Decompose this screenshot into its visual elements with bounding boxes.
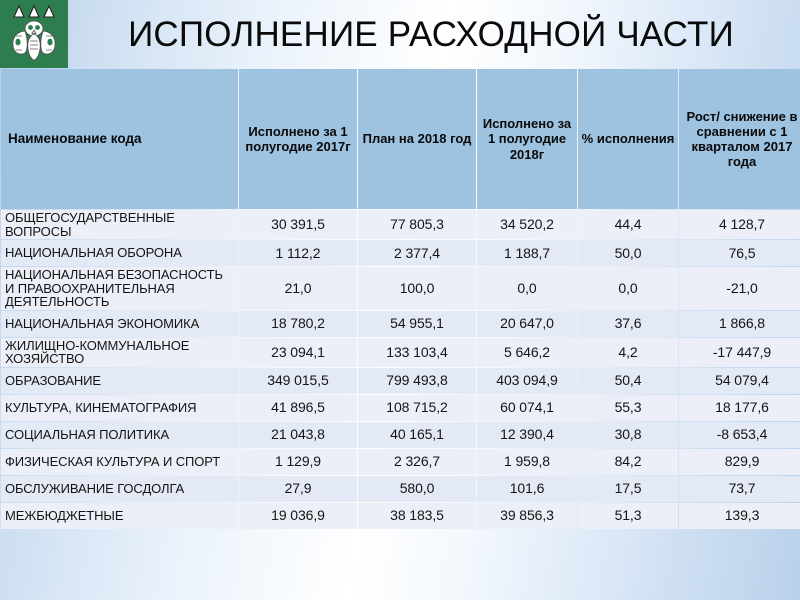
cell-exec-2018: 0,0 xyxy=(477,267,577,310)
cell-exec-2018: 5 646,2 xyxy=(477,337,577,367)
cell-code-name: НАЦИОНАЛЬНАЯ ЭКОНОМИКА xyxy=(1,310,238,337)
table-row: НАЦИОНАЛЬНАЯ ОБОРОНА 1 112,2 2 377,4 1 188,… xyxy=(1,240,800,267)
cell-change: 829,9 xyxy=(679,448,800,475)
page-title: ИСПОЛНЕНИЕ РАСХОДНОЙ ЧАСТИ xyxy=(128,14,734,54)
cell-percent: 50,4 xyxy=(578,367,678,394)
cell-code-name: ФИЗИЧЕСКАЯ КУЛЬТУРА И СПОРТ xyxy=(1,448,238,475)
cell-plan-2018: 77 805,3 xyxy=(358,210,476,240)
cell-plan-2018: 54 955,1 xyxy=(358,310,476,337)
cell-percent: 44,4 xyxy=(578,210,678,240)
cell-exec-2018: 12 390,4 xyxy=(477,421,577,448)
cell-code-name: МЕЖБЮДЖЕТНЫЕ xyxy=(1,502,238,529)
cell-change: 4 128,7 xyxy=(679,210,800,240)
cell-exec-2018: 39 856,3 xyxy=(477,502,577,529)
cell-exec-2017: 349 015,5 xyxy=(239,367,357,394)
cell-percent: 17,5 xyxy=(578,475,678,502)
table-header: Наименование кода Исполнено за 1 полугод… xyxy=(1,69,800,209)
table-body: ОБЩЕГОСУДАРСТВЕННЫЕ ВОПРОСЫ 30 391,5 77 80… xyxy=(1,210,800,529)
cell-percent: 37,6 xyxy=(578,310,678,337)
column-header-change: Рост/ снижение в сравнении с 1 кварталом… xyxy=(679,69,800,209)
cell-exec-2018: 20 647,0 xyxy=(477,310,577,337)
cell-change: -8 653,4 xyxy=(679,421,800,448)
cell-exec-2018: 403 094,9 xyxy=(477,367,577,394)
cell-exec-2017: 18 780,2 xyxy=(239,310,357,337)
table-row: НАЦИОНАЛЬНАЯ БЕЗОПАСНОСТЬ И ПРАВООХРАНИТ… xyxy=(1,267,800,310)
cell-change: 139,3 xyxy=(679,502,800,529)
cell-exec-2017: 30 391,5 xyxy=(239,210,357,240)
cell-code-name: НАЦИОНАЛЬНАЯ БЕЗОПАСНОСТЬ И ПРАВООХРАНИТ… xyxy=(1,267,238,310)
cell-exec-2018: 101,6 xyxy=(477,475,577,502)
cell-percent: 30,8 xyxy=(578,421,678,448)
cell-plan-2018: 40 165,1 xyxy=(358,421,476,448)
table-row: НАЦИОНАЛЬНАЯ ЭКОНОМИКА 18 780,2 54 955,1 20… xyxy=(1,310,800,337)
cell-percent: 51,3 xyxy=(578,502,678,529)
cell-change: 73,7 xyxy=(679,475,800,502)
perm-krai-coat-of-arms xyxy=(0,0,68,68)
cell-code-name: СОЦИАЛЬНАЯ ПОЛИТИКА xyxy=(1,421,238,448)
cell-plan-2018: 100,0 xyxy=(358,267,476,310)
cell-exec-2018: 1 959,8 xyxy=(477,448,577,475)
cell-percent: 84,2 xyxy=(578,448,678,475)
column-header-exec-2017: Исполнено за 1 полугодие 2017г xyxy=(239,69,357,209)
cell-plan-2018: 2 377,4 xyxy=(358,240,476,267)
cell-change: 76,5 xyxy=(679,240,800,267)
cell-change: 18 177,6 xyxy=(679,394,800,421)
cell-exec-2017: 27,9 xyxy=(239,475,357,502)
cell-exec-2017: 21 043,8 xyxy=(239,421,357,448)
title-band: ИСПОЛНЕНИЕ РАСХОДНОЙ ЧАСТИ xyxy=(0,0,800,68)
cell-percent: 50,0 xyxy=(578,240,678,267)
table-row: СОЦИАЛЬНАЯ ПОЛИТИКА 21 043,8 40 165,1 12 39… xyxy=(1,421,800,448)
cell-percent: 55,3 xyxy=(578,394,678,421)
cell-code-name: ОБСЛУЖИВАНИЕ ГОСДОЛГА xyxy=(1,475,238,502)
cell-exec-2018: 34 520,2 xyxy=(477,210,577,240)
cell-code-name: ОБЩЕГОСУДАРСТВЕННЫЕ ВОПРОСЫ xyxy=(1,210,238,240)
cell-plan-2018: 2 326,7 xyxy=(358,448,476,475)
table-row: МЕЖБЮДЖЕТНЫЕ 19 036,9 38 183,5 39 856,3 51,3… xyxy=(1,502,800,529)
cell-exec-2017: 41 896,5 xyxy=(239,394,357,421)
cell-code-name: НАЦИОНАЛЬНАЯ ОБОРОНА xyxy=(1,240,238,267)
column-header-name: Наименование кода xyxy=(1,69,238,209)
cell-exec-2017: 1 129,9 xyxy=(239,448,357,475)
column-header-exec-2018: Исполнено за 1 полугодие 2018г xyxy=(477,69,577,209)
cell-exec-2017: 19 036,9 xyxy=(239,502,357,529)
cell-percent: 4,2 xyxy=(578,337,678,367)
cell-exec-2017: 23 094,1 xyxy=(239,337,357,367)
cell-plan-2018: 108 715,2 xyxy=(358,394,476,421)
table-row: ОБРАЗОВАНИЕ 349 015,5 799 493,8 403 094,9 50… xyxy=(1,367,800,394)
cell-exec-2017: 21,0 xyxy=(239,267,357,310)
cell-code-name: ЖИЛИЩНО-КОММУНАЛЬНОЕ ХОЗЯЙСТВО xyxy=(1,337,238,367)
cell-percent: 0,0 xyxy=(578,267,678,310)
table-row: ЖИЛИЩНО-КОММУНАЛЬНОЕ ХОЗЯЙСТВО 23 094,1 13… xyxy=(1,337,800,367)
budget-expenditure-table: Наименование кода Исполнено за 1 полугод… xyxy=(0,68,800,530)
cell-plan-2018: 133 103,4 xyxy=(358,337,476,367)
cell-change: -21,0 xyxy=(679,267,800,310)
cell-change: 54 079,4 xyxy=(679,367,800,394)
table-row: ОБСЛУЖИВАНИЕ ГОСДОЛГА 27,9 580,0 101,6 17,5 7… xyxy=(1,475,800,502)
cell-exec-2018: 60 074,1 xyxy=(477,394,577,421)
table-header-row: Наименование кода Исполнено за 1 полугод… xyxy=(1,69,800,209)
cell-exec-2018: 1 188,7 xyxy=(477,240,577,267)
cell-plan-2018: 799 493,8 xyxy=(358,367,476,394)
table-row: ОБЩЕГОСУДАРСТВЕННЫЕ ВОПРОСЫ 30 391,5 77 80… xyxy=(1,210,800,240)
table-row: ФИЗИЧЕСКАЯ КУЛЬТУРА И СПОРТ 1 129,9 2 326,… xyxy=(1,448,800,475)
column-header-plan-2018: План на 2018 год xyxy=(358,69,476,209)
cell-plan-2018: 38 183,5 xyxy=(358,502,476,529)
cell-code-name: ОБРАЗОВАНИЕ xyxy=(1,367,238,394)
column-header-percent: % исполнения xyxy=(578,69,678,209)
cell-change: 1 866,8 xyxy=(679,310,800,337)
cell-exec-2017: 1 112,2 xyxy=(239,240,357,267)
table-row: КУЛЬТУРА, КИНЕМАТОГРАФИЯ 41 896,5 108 715,… xyxy=(1,394,800,421)
cell-code-name: КУЛЬТУРА, КИНЕМАТОГРАФИЯ xyxy=(1,394,238,421)
cell-change: -17 447,9 xyxy=(679,337,800,367)
cell-plan-2018: 580,0 xyxy=(358,475,476,502)
